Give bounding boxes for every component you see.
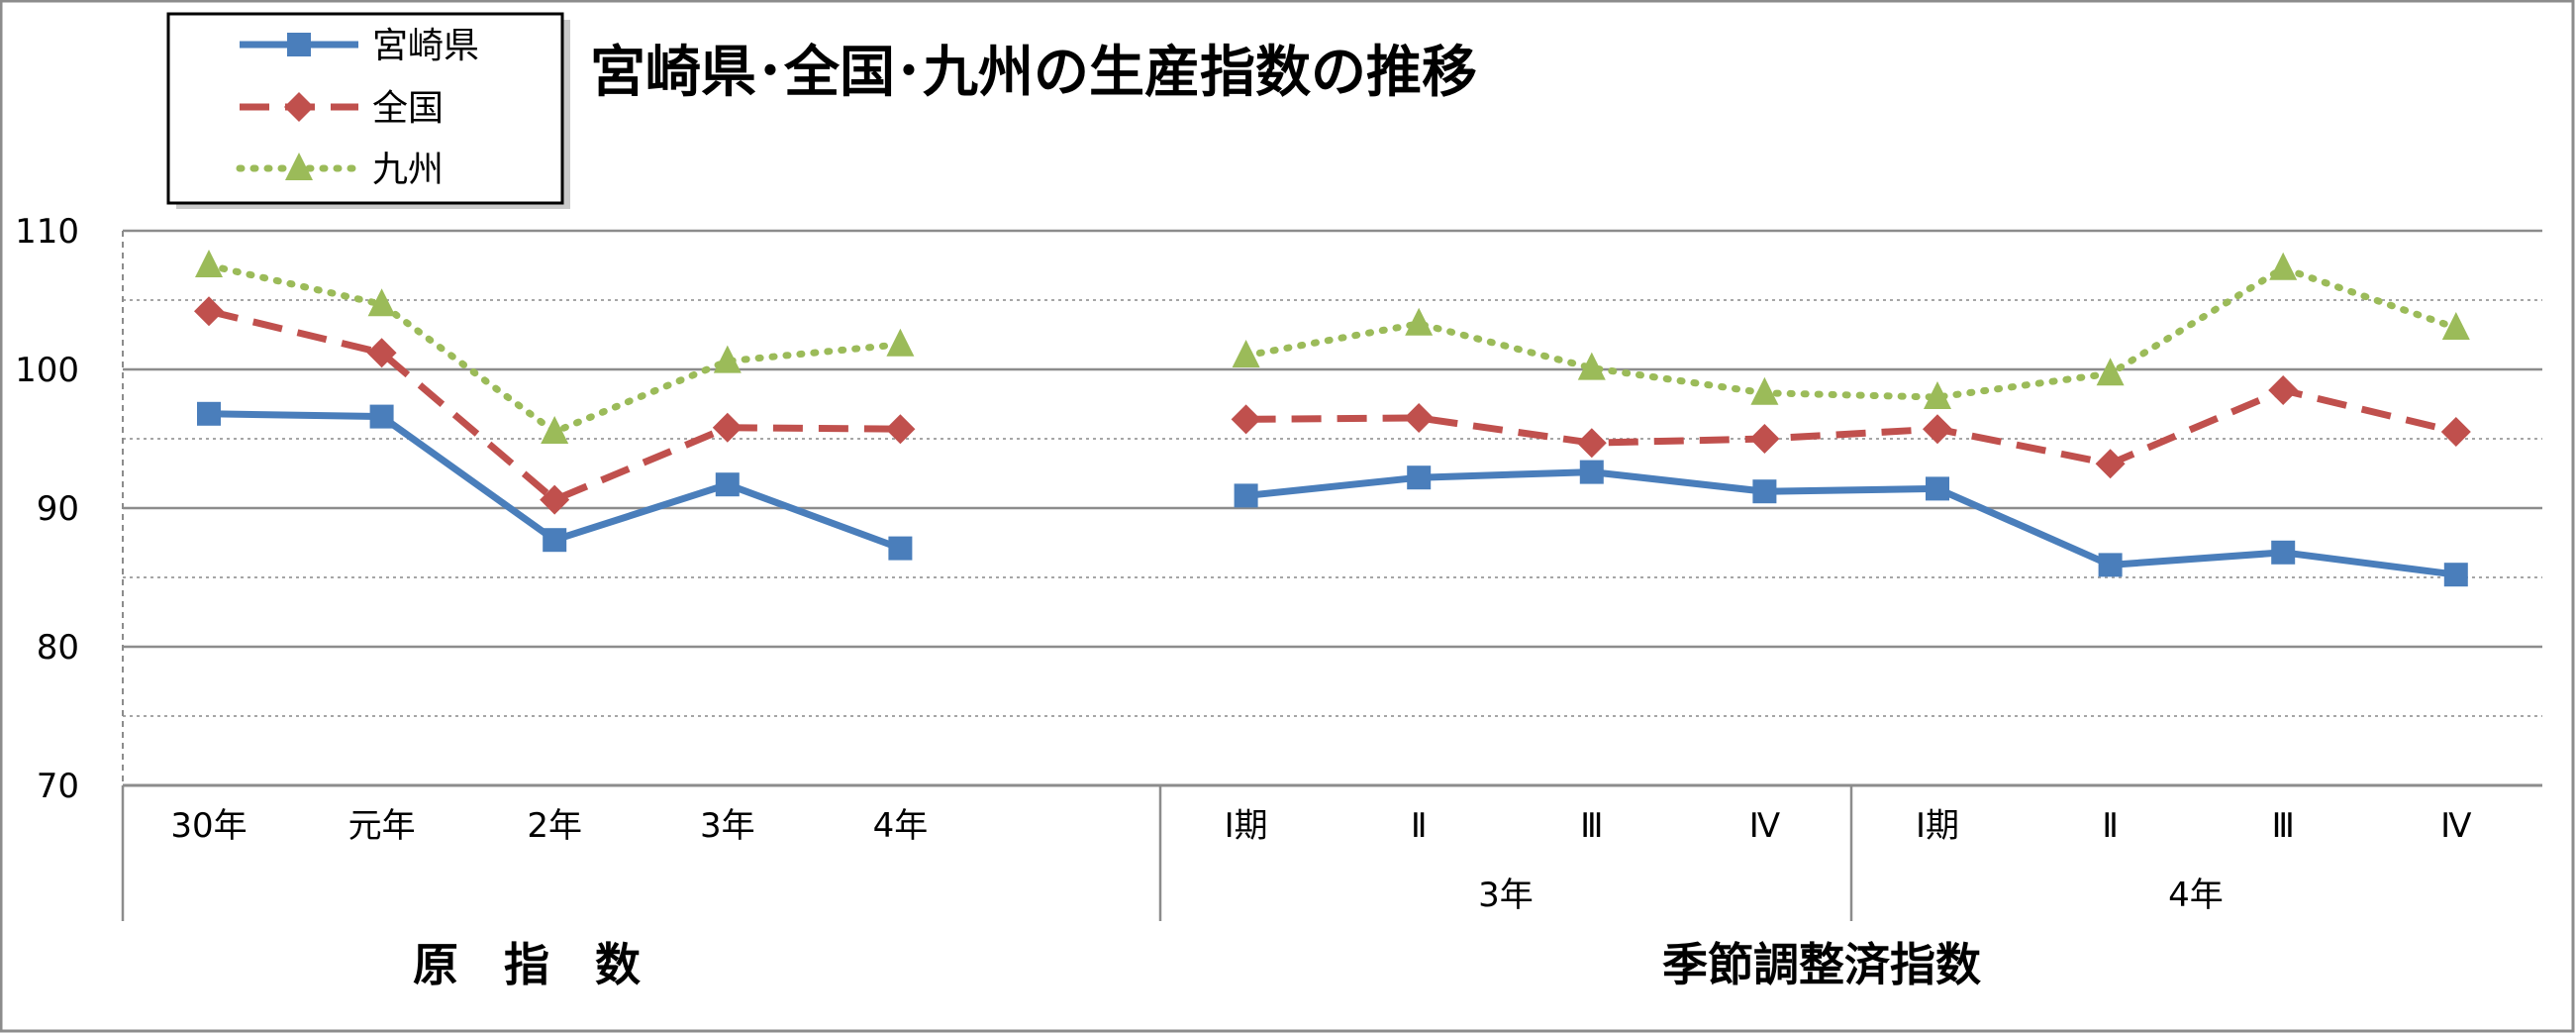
data-point-triangle: [886, 328, 915, 357]
data-point-triangle: [367, 288, 396, 317]
data-point-triangle: [713, 345, 742, 373]
x-tick-label: Ⅰ期: [1916, 806, 1959, 846]
data-point-square: [369, 404, 394, 429]
data-point-square: [2098, 553, 2123, 577]
data-point-triangle: [2441, 312, 2470, 340]
series-line-square: [1245, 468, 2457, 578]
data-point-square: [2443, 563, 2468, 587]
data-point-diamond: [1576, 428, 1607, 459]
data-point-triangle: [1232, 340, 1260, 367]
data-point-square: [888, 536, 913, 561]
data-point-diamond: [2440, 417, 2471, 447]
x-tick-label: Ⅳ: [1749, 806, 1781, 846]
data-point-square: [2271, 540, 2296, 565]
x-tick-label: 4年: [873, 806, 929, 846]
y-tick-label: 90: [37, 489, 79, 529]
series-line-diamond: [208, 307, 901, 504]
data-point-diamond: [366, 338, 397, 368]
series-markers: [194, 250, 2471, 587]
data-point-diamond: [2268, 375, 2299, 405]
data-point-triangle: [541, 416, 569, 444]
data-point-square: [1234, 483, 1258, 508]
data-point-square: [715, 472, 740, 497]
data-point-diamond: [2095, 449, 2126, 479]
x-tick-label: Ⅰ期: [1225, 806, 1268, 846]
series-line-diamond: [1245, 386, 2457, 467]
x-tick-label: Ⅱ: [1411, 806, 1428, 846]
data-point-diamond: [1231, 404, 1261, 435]
legend-marker-diamond: [284, 92, 314, 122]
data-point-square: [1579, 460, 1604, 484]
data-point-triangle: [195, 250, 223, 277]
series-line-triangle: [1242, 264, 2460, 401]
x-tick-label: 30年: [170, 806, 247, 846]
axes: 70 80 90 100 110 30年 元年 2年 3年 4年 Ⅰ期 Ⅱ Ⅲ Ⅳ Ⅰ期 Ⅱ Ⅲ Ⅳ 3年 4年原 指…: [15, 212, 2542, 991]
data-point-square: [1407, 465, 1432, 490]
data-point-triangle: [1924, 381, 1951, 409]
legend-label: 九州: [372, 150, 444, 190]
data-point-triangle: [2269, 252, 2298, 280]
legend-label: 宮崎県: [372, 26, 479, 66]
section-label: 季節調整済指数: [1662, 938, 1981, 991]
chart-title: 宮崎県･全国･九州の生産指数の推移: [590, 41, 1477, 105]
data-point-diamond: [712, 412, 743, 443]
data-point-square: [1752, 479, 1777, 504]
data-point-triangle: [2096, 358, 2125, 386]
section-label: 原 指 数: [413, 938, 641, 991]
data-point-diamond: [1923, 414, 1952, 445]
data-point-square: [1926, 476, 1949, 501]
data-point-diamond: [885, 414, 916, 445]
y-tick-label: 80: [37, 628, 79, 668]
data-point-diamond: [1749, 424, 1780, 454]
legend-marker-square: [287, 33, 311, 56]
x-tick-label: Ⅲ: [2271, 806, 2294, 846]
data-point-diamond: [540, 484, 570, 515]
category-group-label: 3年: [1478, 876, 1534, 915]
x-tick-label: Ⅱ: [2102, 806, 2119, 846]
legend-box: [166, 12, 564, 205]
legend-marker-triangle: [285, 153, 313, 180]
data-point-triangle: [1577, 352, 1606, 380]
x-tick-label: Ⅳ: [2440, 806, 2472, 846]
x-tick-label: Ⅲ: [1580, 806, 1603, 846]
data-point-triangle: [1405, 307, 1434, 336]
y-tick-label: 110: [15, 212, 79, 252]
data-point-diamond: [1404, 403, 1435, 433]
legend-label: 全国: [372, 88, 444, 129]
data-point-diamond: [194, 296, 224, 327]
category-group-label: 4年: [2168, 876, 2224, 915]
y-tick-label: 100: [15, 351, 79, 390]
data-point-square: [543, 528, 567, 553]
x-tick-label: 2年: [527, 806, 582, 846]
data-point-square: [197, 401, 221, 426]
grid-lines: [123, 229, 2542, 717]
x-tick-label: 3年: [700, 806, 755, 846]
x-tick-label: 元年: [348, 806, 416, 846]
data-point-triangle: [1750, 376, 1779, 405]
y-tick-label: 70: [37, 767, 79, 806]
